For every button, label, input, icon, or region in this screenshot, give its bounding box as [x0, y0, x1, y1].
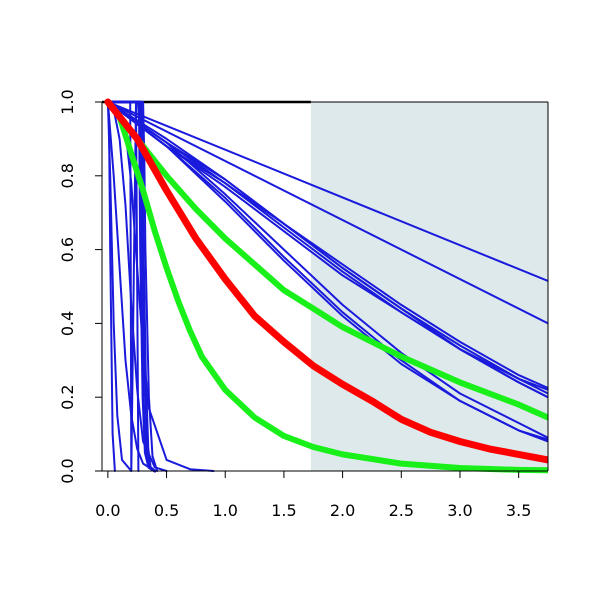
series-line-blue-16 [106, 101, 548, 439]
shaded-region [310, 102, 548, 471]
x-tick-label: 0.5 [154, 501, 179, 520]
y-tick-label: 1.0 [58, 89, 77, 114]
axes: 0.0 0.5 1.0 1.5 2.0 2.5 3.0 3.5 0.0 0.2 0.4 0.6 0.8 1… [58, 89, 549, 520]
x-tick-label: 1.5 [271, 501, 296, 520]
x-tick-label: 0.0 [95, 501, 120, 520]
series-line-green-21 [104, 99, 548, 474]
y-tick-label: 0.2 [58, 384, 77, 409]
series-line-blue-18 [106, 101, 548, 441]
series-line-blue-9 [106, 101, 548, 282]
series-line-green-20 [104, 99, 548, 421]
series-group [104, 98, 548, 474]
y-tick-label: 0.0 [58, 458, 77, 483]
plot-area [102, 98, 548, 474]
x-tick-label: 3.5 [506, 501, 531, 520]
y-tick-label: 0.8 [58, 163, 77, 188]
series-line-blue-8 [106, 101, 159, 472]
series-line-blue-1 [106, 101, 133, 472]
series-line-blue-7 [106, 100, 157, 473]
y-tick-label: 0.4 [58, 311, 77, 336]
series-line-blue-13 [106, 101, 548, 391]
x-tick-label: 2.0 [330, 501, 355, 520]
x-tick-label: 3.0 [447, 501, 472, 520]
series-line-blue-2 [106, 101, 156, 472]
series-line-blue-4 [106, 101, 215, 472]
y-tick-label: 0.6 [58, 237, 77, 262]
x-tick-label: 1.0 [213, 501, 238, 520]
x-tick-label: 2.5 [389, 501, 414, 520]
series-line-blue-14 [106, 101, 548, 389]
series-line-blue-10 [106, 101, 548, 325]
series-line-red-19 [104, 98, 548, 464]
